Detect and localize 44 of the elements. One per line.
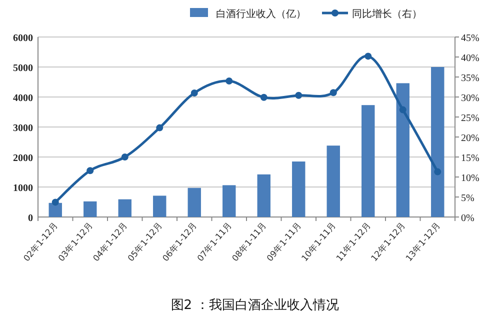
bar: [222, 185, 236, 217]
bar: [362, 105, 375, 217]
point: [190, 90, 198, 96]
y2-tick-label: 30%: [461, 93, 480, 104]
bar: [257, 174, 270, 217]
y2-tick-label: 10%: [461, 173, 480, 184]
point: [86, 167, 94, 174]
bar: [84, 201, 97, 217]
y2-tick-label: 25%: [461, 113, 480, 124]
y-tick-label: 2000: [13, 153, 33, 164]
y2-tick-label: 5%: [461, 193, 474, 204]
bar: [118, 199, 132, 217]
legend-label: 同比增长（右）: [352, 8, 422, 20]
y2-tick-label: 20%: [461, 133, 480, 144]
y-tick-label: 3000: [13, 123, 33, 134]
y2-tick-label: 0%: [461, 213, 474, 224]
y-tick-label: 0: [28, 213, 33, 224]
legend-label: 白酒行业收入（亿）: [216, 8, 306, 20]
point: [121, 154, 128, 160]
point: [156, 124, 164, 132]
y-tick-label: 5000: [13, 63, 33, 74]
point: [364, 52, 372, 60]
y-tick-label: 6000: [13, 33, 33, 44]
bar: [292, 162, 306, 217]
bar: [48, 202, 62, 217]
y2-tick-label: 35%: [461, 73, 480, 84]
y2-tick-label: 15%: [461, 153, 480, 164]
bar: [153, 196, 166, 217]
point: [260, 94, 268, 101]
bar: [326, 146, 340, 217]
point: [226, 78, 233, 84]
point: [399, 106, 406, 114]
bar: [396, 83, 410, 217]
point: [330, 89, 337, 96]
y-tick-label: 1000: [13, 183, 33, 194]
bar: [431, 67, 444, 217]
point: [434, 168, 442, 176]
caption: 图2 ：我国白酒企业收入情况: [170, 298, 340, 313]
y2-tick-label: 45%: [461, 33, 480, 44]
y-tick-label: 4000: [13, 93, 33, 104]
point: [295, 92, 302, 99]
point: [52, 198, 59, 206]
y2-tick-label: 40%: [461, 53, 480, 64]
bar: [188, 188, 201, 217]
